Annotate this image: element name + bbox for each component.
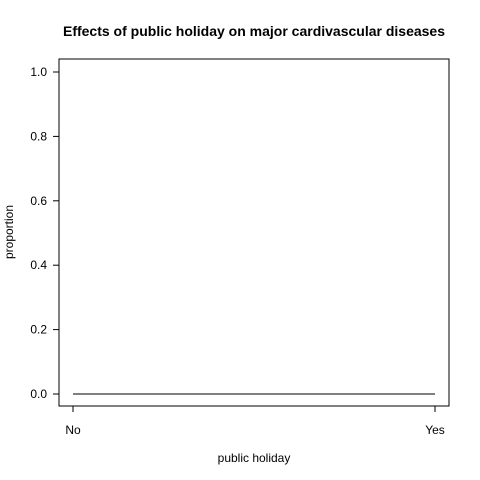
x-tick-label: No: [65, 423, 81, 437]
x-axis: No Yes: [65, 405, 445, 437]
chart-title: Effects of public holiday on major cardi…: [63, 23, 445, 39]
y-axis-label: proportion: [2, 205, 16, 259]
x-tick-label: Yes: [425, 423, 445, 437]
y-tick-label: 0.2: [30, 323, 47, 337]
y-tick-label: 0.6: [30, 194, 47, 208]
y-axis: 0.0 0.2 0.4 0.6 0.8 1.0: [30, 65, 60, 401]
y-tick-label: 0.8: [30, 129, 47, 143]
y-tick-label: 1.0: [30, 65, 47, 79]
y-tick-label: 0.0: [30, 387, 47, 401]
y-tick-label: 0.4: [30, 258, 47, 272]
plot-frame: [58, 58, 450, 407]
x-axis-label: public holiday: [218, 451, 291, 465]
